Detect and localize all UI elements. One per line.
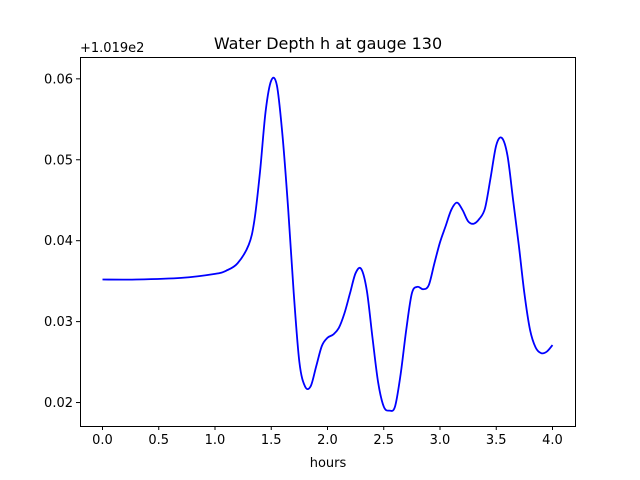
- y-tick-label: 0.03: [44, 315, 73, 330]
- x-axis-label: hours: [310, 456, 347, 471]
- y-tick-label: 0.05: [44, 153, 73, 168]
- x-tick-label: 3.5: [486, 433, 507, 448]
- x-tick-label: 1.0: [205, 433, 226, 448]
- series-line: [102, 76, 554, 412]
- x-tick-label: 2.0: [317, 433, 338, 448]
- y-tick-label: 0.02: [44, 396, 73, 411]
- x-tick-label: 3.0: [430, 433, 451, 448]
- y-tick-label: 0.04: [44, 234, 73, 249]
- y-axis-ticks: 0.02 0.03 0.04 0.05 0.06: [44, 72, 80, 411]
- x-tick-label: 2.5: [373, 433, 394, 448]
- plot-frame: [80, 57, 576, 427]
- y-offset-label: +1.019e2: [80, 41, 144, 56]
- x-axis-ticks: 0.0 0.5 1.0 1.5 2.0 2.5 3.0 3.5 4.0: [92, 426, 563, 448]
- x-tick-label: 0.0: [92, 433, 113, 448]
- x-tick-label: 1.5: [261, 433, 282, 448]
- plot-lines: [102, 76, 554, 412]
- x-tick-label: 4.0: [542, 433, 563, 448]
- y-tick-label: 0.06: [44, 72, 73, 87]
- x-tick-label: 0.5: [148, 433, 169, 448]
- chart-title: Water Depth h at gauge 130: [214, 34, 442, 53]
